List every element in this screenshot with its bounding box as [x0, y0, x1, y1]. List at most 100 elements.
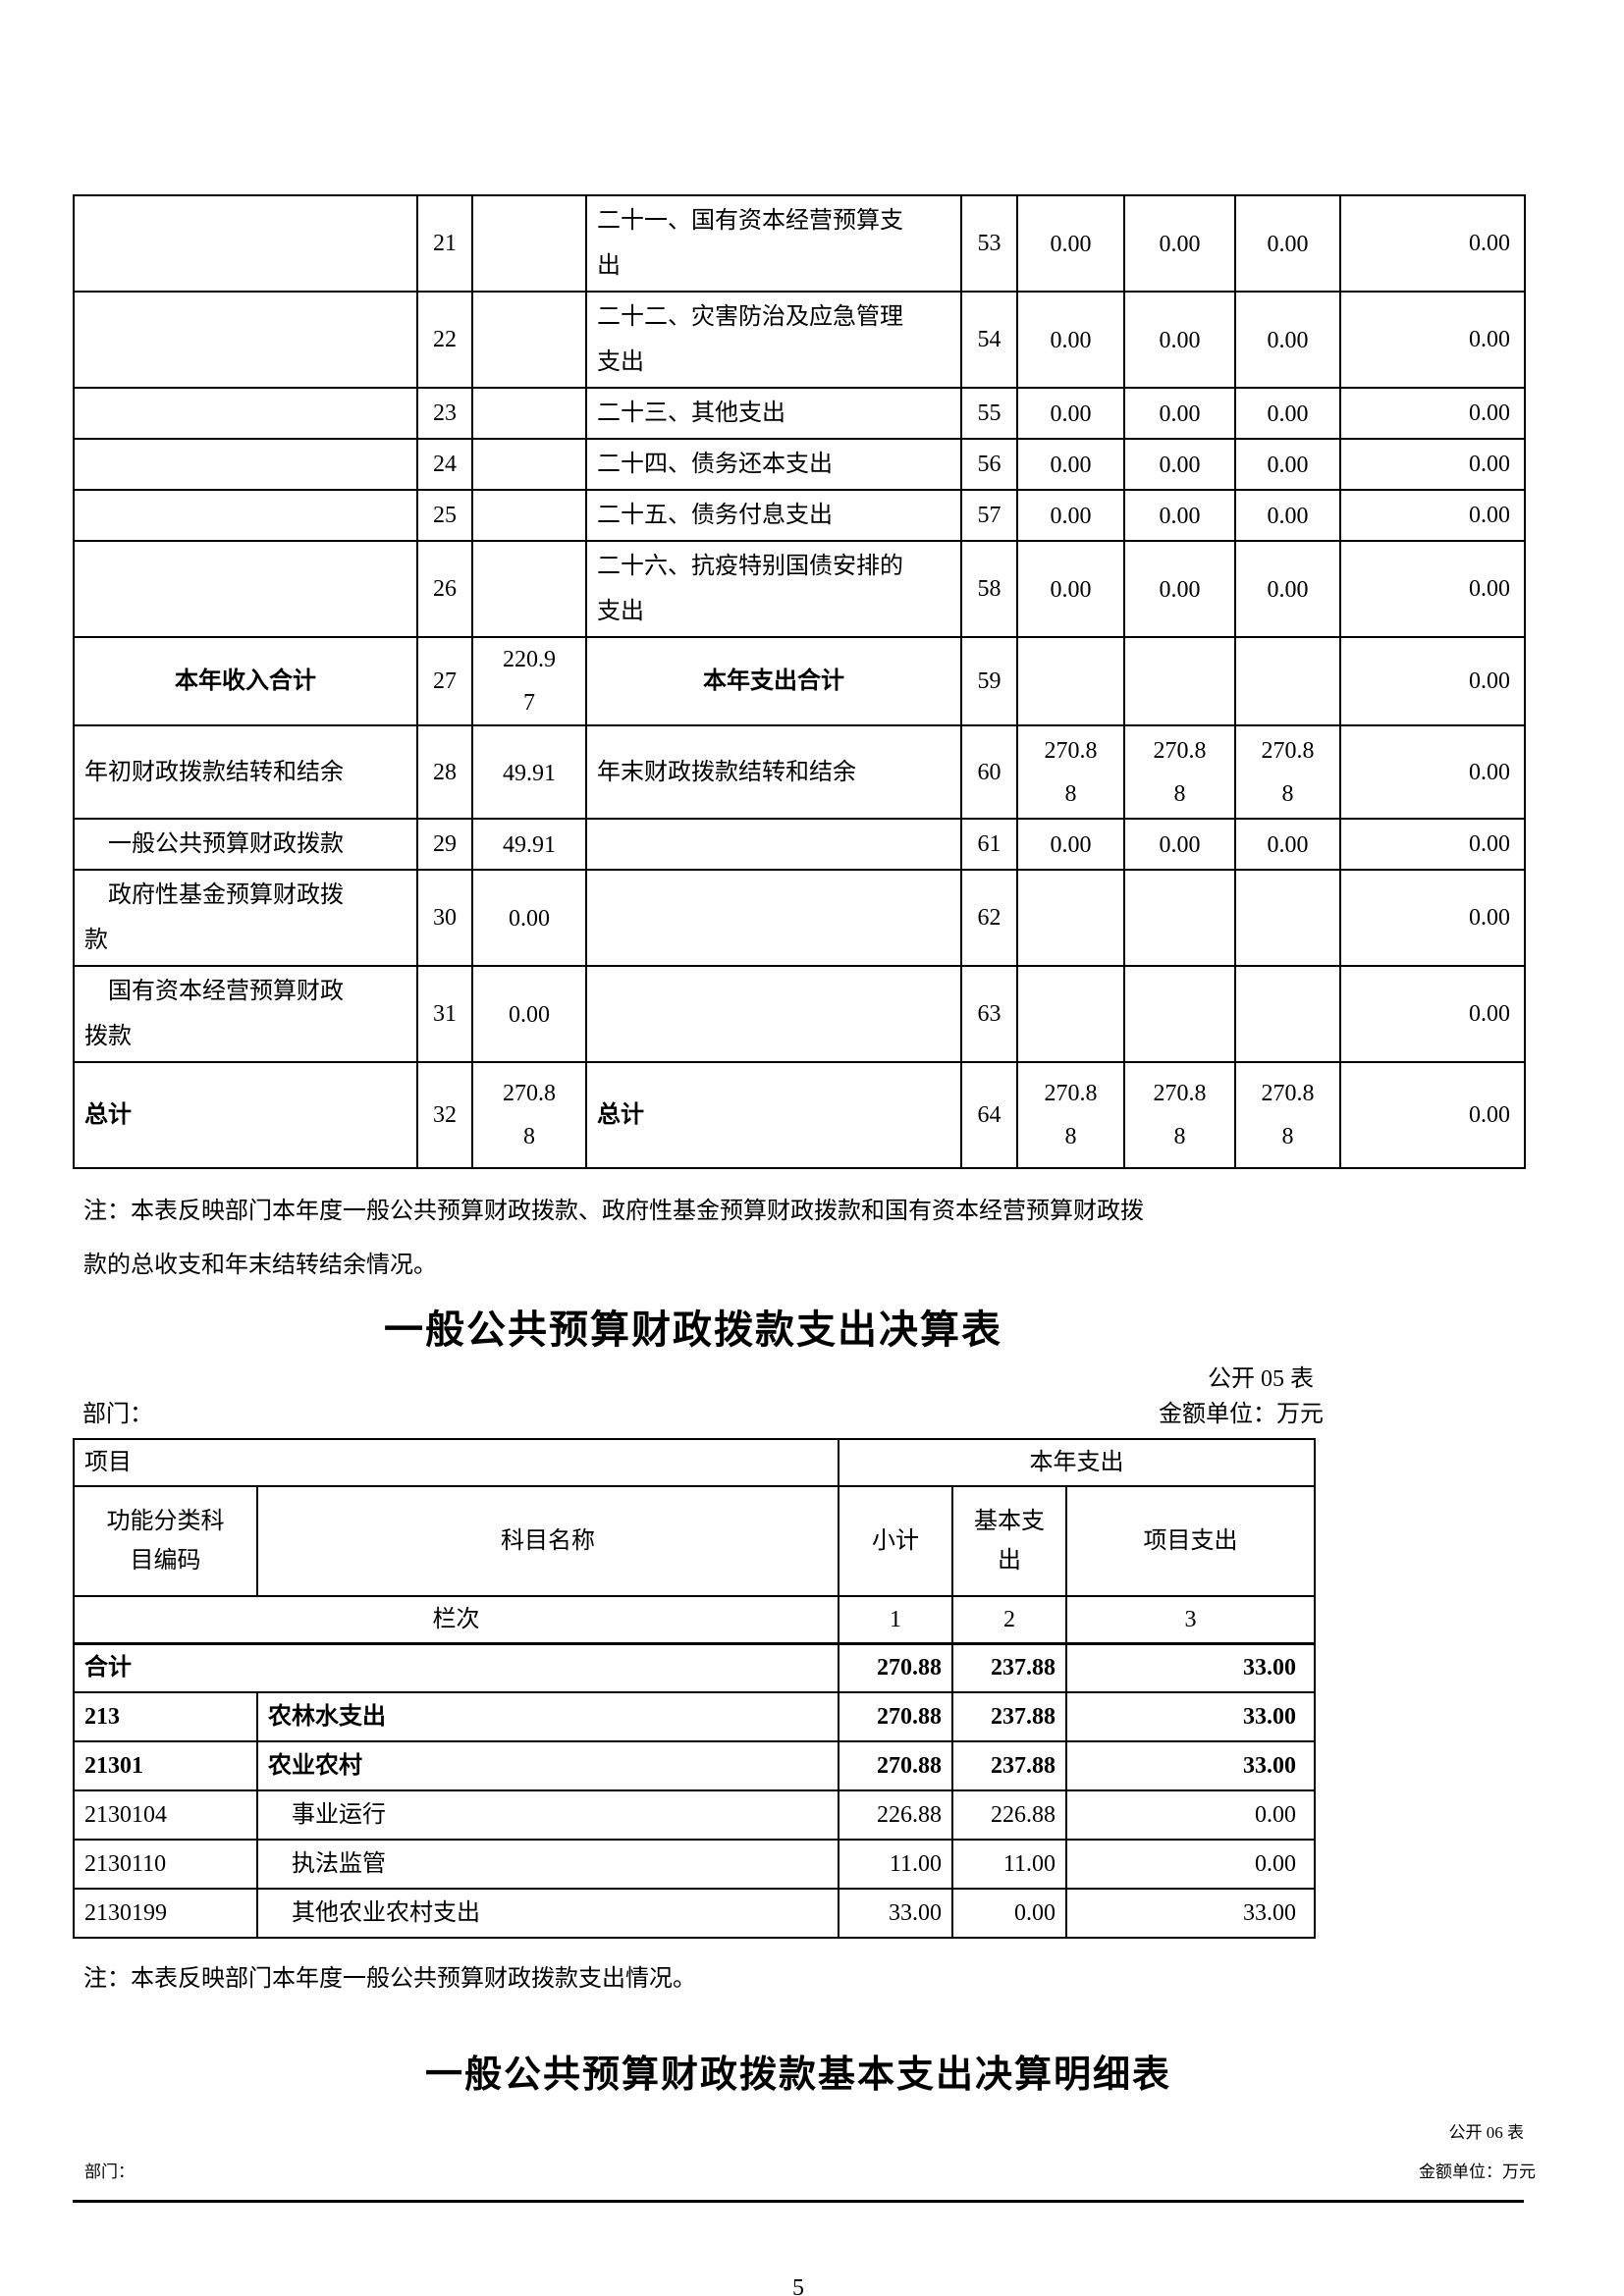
cell-amount: 0.00	[1123, 540, 1236, 638]
cell-amount: 0.00	[1016, 540, 1125, 638]
cell-project: 0.00	[1064, 1839, 1317, 1890]
amount-value: 0.00	[1159, 577, 1201, 604]
cell-expense-total-label: 本年支出合计	[585, 636, 962, 726]
cell-amount: 0.00	[1016, 194, 1125, 293]
amount-value: 0.00	[1267, 832, 1309, 859]
cell-income-amount	[471, 438, 587, 491]
public-budget-expense-table: 项目 本年支出 功能分类科目编码 科目名称 小计 基本支出 项目支出 栏次 1 …	[73, 1438, 1317, 1939]
cell-subject-name: 农林水支出	[256, 1691, 839, 1742]
cell-income-amount	[471, 387, 587, 440]
cell-code: 2130199	[73, 1888, 258, 1939]
column-index-row: 栏次 1 2 3	[73, 1595, 1317, 1645]
cell-line-no: 24	[416, 438, 473, 491]
cell-line-no: 64	[960, 1061, 1018, 1169]
table-row: 国有资本经营预算财政拨款 31 0.00 63 0.00	[73, 965, 1526, 1063]
cell-amount: 0.00	[1016, 818, 1125, 871]
table-row: 21301 农业农村 270.88 237.88 33.00	[73, 1740, 1317, 1791]
cell-basic: 237.88	[951, 1691, 1067, 1742]
amount-value: 0.00	[1159, 832, 1201, 859]
cell-amount-total: 0.00	[1339, 489, 1526, 542]
amount-value: 0.00	[1267, 577, 1309, 604]
amount-value: 0.00	[1050, 453, 1092, 479]
table-row: 2130199 其他农业农村支出 33.00 0.00 33.00	[73, 1888, 1317, 1939]
amount-value: 0.00	[1159, 401, 1201, 428]
header-current-year-expense: 本年支出	[837, 1438, 1317, 1487]
cell-amount-total: 0.00	[1339, 540, 1526, 638]
cell-amount-total: 0.00	[1339, 818, 1526, 871]
cell-amount	[1016, 636, 1125, 726]
table-row: 213 农林水支出 270.88 237.88 33.00	[73, 1691, 1317, 1742]
amount-value: 0.00	[1159, 453, 1201, 479]
cell-amount: 0.00	[1234, 489, 1341, 542]
cell-basic: 11.00	[951, 1839, 1067, 1890]
cell-amount: 0.00	[1123, 291, 1236, 389]
cell-amount: 0.00	[1016, 438, 1125, 491]
cell-income-total-label: 本年收入合计	[73, 636, 418, 726]
section06-table-top-rule	[73, 2200, 1524, 2203]
cell-income-label	[73, 194, 418, 293]
cell-income-amount	[471, 291, 587, 389]
cell-income-amount	[471, 194, 587, 293]
cell-amount: 0.00	[1234, 438, 1341, 491]
table-row: 政府性基金预算财政拨款 30 0.00 62 0.00	[73, 869, 1526, 967]
cell-income-amount: 0.00	[471, 869, 587, 967]
cell-expense-item: 二十五、债务付息支出	[585, 489, 962, 542]
cell-amount: 0.00	[1016, 387, 1125, 440]
cell-amount	[1234, 869, 1341, 967]
table-row: 22 二十二、灾害防治及应急管理支出 54 0.00 0.00 0.00 0.0…	[73, 291, 1526, 389]
cell-project: 33.00	[1064, 1740, 1317, 1791]
amount-value: 0.00	[508, 906, 550, 933]
cell-amount-total: 0.00	[1339, 438, 1526, 491]
cell-line-no: 60	[960, 724, 1018, 820]
section05-note: 注：本表反映部门本年度一般公共预算财政拨款支出情况。	[83, 1966, 696, 1992]
cell-expense-item: 年末财政拨款结转和结余	[585, 724, 962, 820]
table-row: 2130110 执法监管 11.00 11.00 0.00	[73, 1839, 1317, 1890]
cell-amount: 0.00	[1234, 194, 1341, 293]
cell-expense-item: 二十四、债务还本支出	[585, 438, 962, 491]
cell-basic: 0.00	[951, 1888, 1067, 1939]
section06-title: 一般公共预算财政拨款基本支出决算明细表	[424, 2055, 1171, 2096]
cell-subtotal: 226.88	[838, 1789, 953, 1841]
section05-title: 一般公共预算财政拨款支出决算表	[384, 1308, 1002, 1352]
cell-amount: 270.88	[1016, 1061, 1125, 1169]
cell-amount-total: 0.00	[1339, 965, 1526, 1063]
table-row: 23 二十三、其他支出 55 0.00 0.00 0.00 0.00	[73, 387, 1526, 440]
section05-meta-row: 部门： 金额单位：万元	[73, 1399, 1337, 1430]
column-index: 2	[951, 1595, 1067, 1645]
cell-income-amount: 49.91	[471, 724, 587, 820]
header-basic-expense: 基本支出	[951, 1485, 1067, 1597]
cell-income-amount: 270.88	[471, 1061, 587, 1169]
page-number: 5	[792, 2275, 804, 2296]
cell-income-amount	[471, 489, 587, 542]
cell-line-no: 31	[416, 965, 473, 1063]
amount-value: 0.00	[1159, 328, 1201, 354]
cell-line-no: 30	[416, 869, 473, 967]
cell-subtotal: 270.88	[838, 1642, 953, 1693]
cell-amount	[1123, 965, 1236, 1063]
cell-income-amount: 0.00	[471, 965, 587, 1063]
cell-expense-item: 二十一、国有资本经营预算支出	[585, 194, 962, 293]
header-lanci: 栏次	[73, 1595, 839, 1645]
cell-subtotal: 11.00	[838, 1839, 953, 1890]
cell-line-no: 58	[960, 540, 1018, 638]
cell-expense-item	[585, 869, 962, 967]
cell-line-no: 23	[416, 387, 473, 440]
table-row: 25 二十五、债务付息支出 57 0.00 0.00 0.00 0.00	[73, 489, 1526, 542]
amount-value: 270.88	[502, 1081, 556, 1149]
cell-amount-total: 0.00	[1339, 636, 1526, 726]
cell-income-label	[73, 540, 418, 638]
cell-amount: 0.00	[1234, 818, 1341, 871]
cell-amount: 0.00	[1234, 387, 1341, 440]
amount-value: 0.00	[1159, 232, 1201, 258]
cell-line-no: 55	[960, 387, 1018, 440]
table-row-current-year-totals: 本年收入合计 27 220.97 本年支出合计 59 0.00	[73, 636, 1526, 726]
cell-line-no: 61	[960, 818, 1018, 871]
cell-line-no: 26	[416, 540, 473, 638]
total-row: 合计 270.88 237.88 33.00	[73, 1642, 1317, 1693]
cell-amount: 0.00	[1123, 387, 1236, 440]
cell-line-no: 22	[416, 291, 473, 389]
table-row: 24 二十四、债务还本支出 56 0.00 0.00 0.00 0.00	[73, 438, 1526, 491]
cell-line-no: 57	[960, 489, 1018, 542]
cell-amount	[1234, 636, 1341, 726]
